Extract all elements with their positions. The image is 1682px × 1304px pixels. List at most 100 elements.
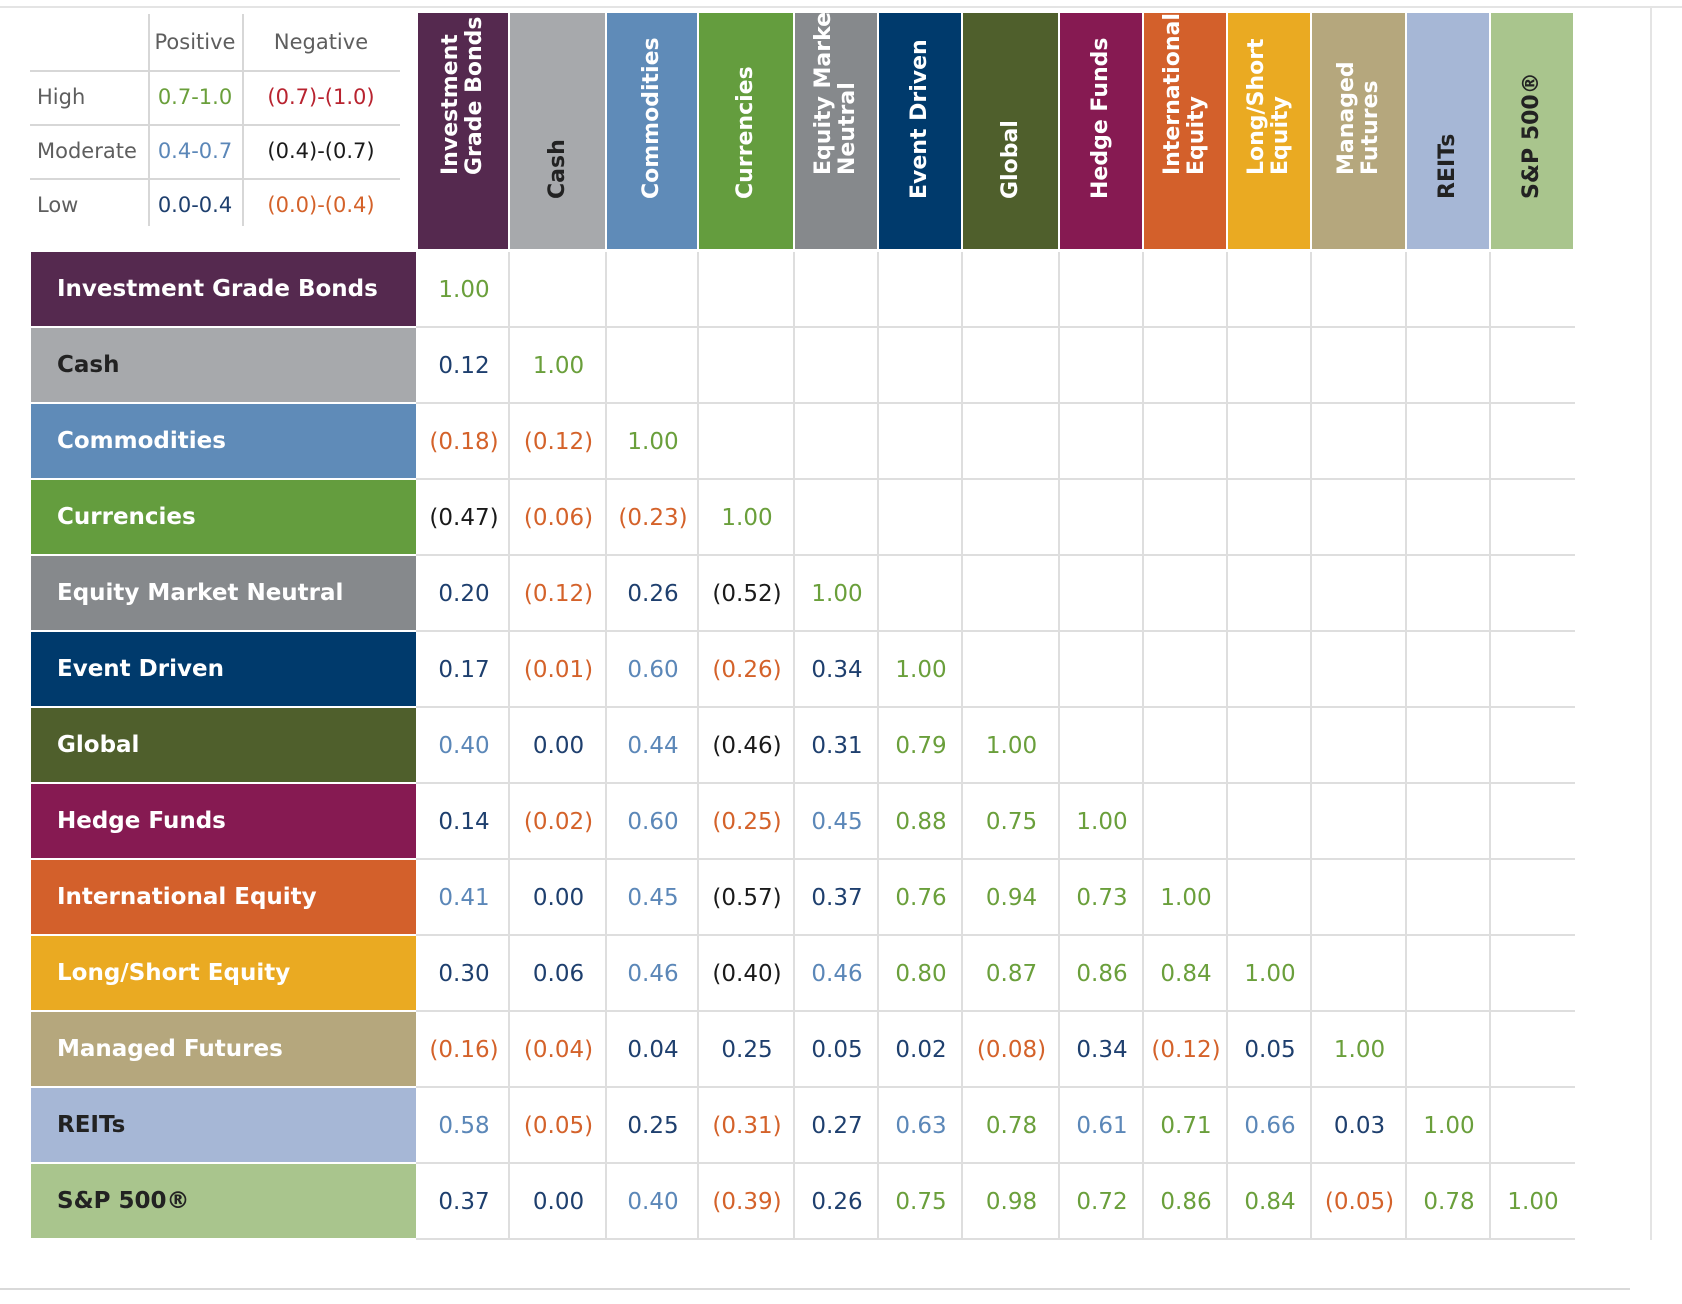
correlation-cell: 0.26 <box>811 1189 863 1215</box>
correlation-cell: 0.05 <box>1244 1037 1296 1063</box>
row-label: Commodities <box>31 404 416 478</box>
correlation-cell: 0.00 <box>532 1189 585 1215</box>
correlation-cell: 0.72 <box>1076 1189 1128 1215</box>
correlation-cell: 0.14 <box>438 809 490 835</box>
correlation-legend: Positive Negative High 0.7-1.0 (0.7)-(1.0) Mo… <box>30 14 420 248</box>
grid-row-line <box>416 934 1575 936</box>
grid-row-line <box>416 1162 1575 1164</box>
legend-row-divider <box>30 70 400 72</box>
legend-negative-range: (0.0)-(0.4) <box>267 193 375 217</box>
column-header-line: S&P 500® <box>1519 72 1544 199</box>
legend-positive-range: 0.0-0.4 <box>157 193 233 217</box>
correlation-cell: 1.00 <box>438 277 490 303</box>
correlation-cell: 0.26 <box>627 581 679 607</box>
frame-right-rule <box>1650 8 1652 1240</box>
correlation-cell: 0.12 <box>438 353 490 379</box>
correlation-cell: 0.66 <box>1244 1113 1296 1139</box>
grid-column-line <box>1226 252 1228 1240</box>
correlation-cell: (0.57) <box>712 885 782 911</box>
grid-row-line <box>416 1010 1575 1012</box>
row-label: Global <box>31 708 416 782</box>
grid-row-line <box>416 1086 1575 1088</box>
column-header: Hedge Funds <box>1060 13 1142 249</box>
correlation-cell: 0.06 <box>532 961 585 987</box>
grid-column-line <box>1142 252 1144 1240</box>
column-header-line: Managed <box>1333 61 1359 175</box>
column-header: Currencies <box>699 13 793 249</box>
correlation-cell: 0.37 <box>811 885 863 911</box>
correlation-cell: 0.78 <box>1423 1189 1475 1215</box>
correlation-cell: 0.00 <box>532 733 585 759</box>
column-header: Global <box>963 13 1058 249</box>
legend-row-divider <box>30 124 400 126</box>
correlation-cell: (0.06) <box>523 505 594 531</box>
row-label: International Equity <box>31 860 416 934</box>
correlation-cell: 1.00 <box>532 353 585 379</box>
frame-top-rule <box>0 6 1682 8</box>
correlation-cell: 0.30 <box>438 961 490 987</box>
correlation-cell: 0.58 <box>438 1113 490 1139</box>
correlation-cell: (0.46) <box>712 733 782 759</box>
row-label: Hedge Funds <box>31 784 416 858</box>
correlation-cell: 0.02 <box>895 1037 947 1063</box>
correlation-cell: (0.12) <box>523 429 594 455</box>
column-header-line: Investment <box>438 34 463 175</box>
correlation-cell: 0.84 <box>1160 961 1212 987</box>
correlation-cell: (0.02) <box>523 809 594 835</box>
legend-row-label: Moderate <box>37 139 137 163</box>
correlation-cell: (0.31) <box>712 1113 782 1139</box>
grid-row-line <box>416 402 1575 404</box>
correlation-cell: (0.52) <box>712 581 782 607</box>
correlation-cell: 0.20 <box>438 581 490 607</box>
correlation-cell: 0.79 <box>895 733 947 759</box>
correlation-cell: 1.00 <box>1333 1037 1386 1063</box>
column-header-line: Equity Market <box>811 13 836 175</box>
grid-column-line <box>877 252 879 1240</box>
column-header-line: International <box>1160 13 1185 175</box>
correlation-cell: 0.40 <box>627 1189 679 1215</box>
grid-column-line <box>1310 252 1312 1240</box>
legend-positive-range: 0.4-0.7 <box>157 139 233 163</box>
correlation-cell: 0.17 <box>438 657 490 683</box>
correlation-cell: 0.04 <box>627 1037 679 1063</box>
column-header: Investment Grade Bonds <box>418 13 508 249</box>
correlation-cell: (0.26) <box>712 657 782 683</box>
correlation-cell: 0.03 <box>1333 1113 1386 1139</box>
correlation-cell: 0.41 <box>438 885 490 911</box>
correlation-cell: (0.12) <box>523 581 594 607</box>
grid-row-line <box>416 326 1575 328</box>
correlation-cell: 1.00 <box>1507 1189 1559 1215</box>
grid-column-line <box>1489 252 1491 1240</box>
correlation-cell: 0.78 <box>985 1113 1038 1139</box>
frame-bottom-rule <box>0 1288 1630 1290</box>
column-header-label: Cash <box>545 139 570 199</box>
grid-column-line <box>1405 252 1407 1240</box>
correlation-cell: (0.04) <box>523 1037 594 1063</box>
correlation-cell: 0.46 <box>811 961 863 987</box>
correlation-cell: (0.01) <box>523 657 594 683</box>
column-header-label: Managed Futures <box>1333 61 1383 175</box>
correlation-cell: 0.73 <box>1076 885 1128 911</box>
column-header-label: Global <box>998 120 1023 199</box>
grid-row-line <box>416 554 1575 556</box>
row-label: Managed Futures <box>31 1012 416 1086</box>
correlation-cell: (0.40) <box>712 961 782 987</box>
legend-column-header: Positive <box>154 30 236 54</box>
column-header-line: Long/Short <box>1244 38 1269 175</box>
legend-positive-range: 0.7-1.0 <box>157 85 233 109</box>
column-header: Long/Short Equity <box>1228 13 1310 249</box>
correlation-cell: (0.05) <box>523 1113 594 1139</box>
column-header-label: Long/Short Equity <box>1244 38 1293 175</box>
correlation-cell: 0.88 <box>895 809 947 835</box>
legend-column-header: Negative <box>273 30 369 54</box>
correlation-cell: 0.31 <box>811 733 863 759</box>
correlation-cell: 0.05 <box>811 1037 863 1063</box>
correlation-cell: 1.00 <box>811 581 863 607</box>
legend-row-divider <box>30 178 400 180</box>
row-label: Equity Market Neutral <box>31 556 416 630</box>
correlation-cell: 1.00 <box>1423 1113 1475 1139</box>
correlation-cell: 0.84 <box>1244 1189 1296 1215</box>
grid-row-line <box>416 630 1575 632</box>
row-label: S&P 500® <box>31 1164 416 1238</box>
